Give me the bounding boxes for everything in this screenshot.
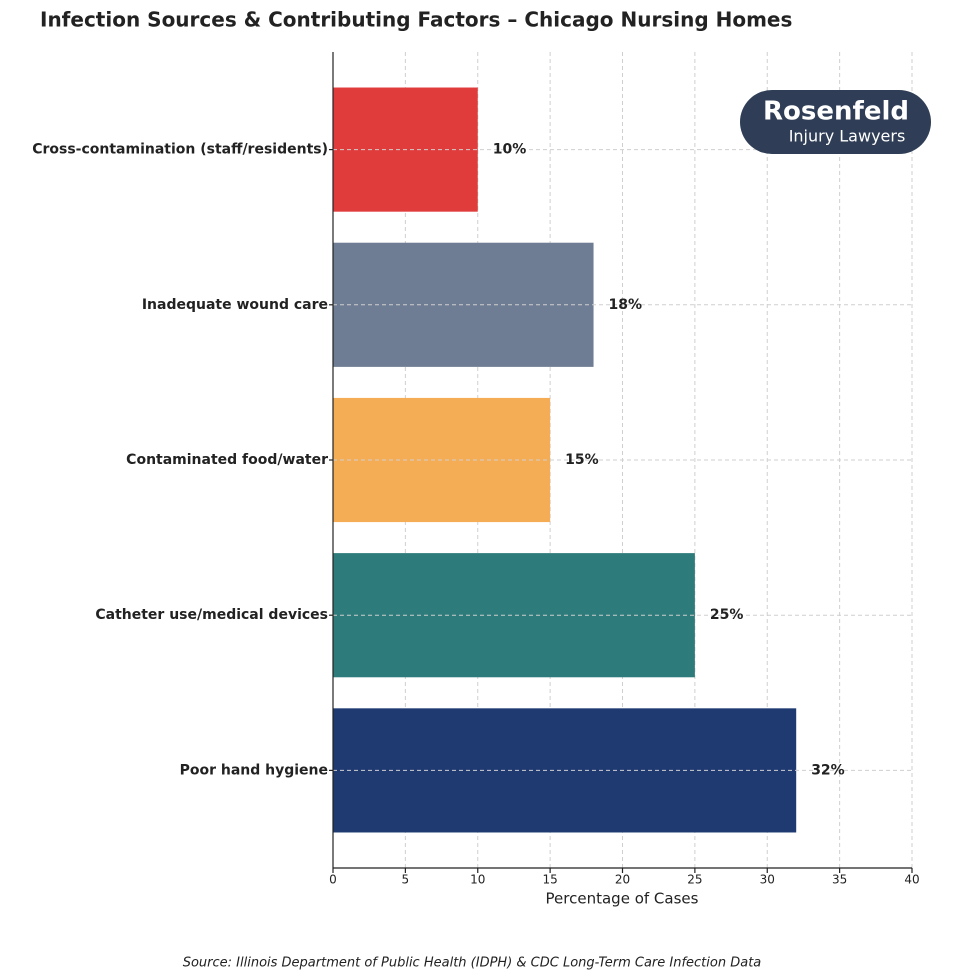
x-tick-label: 40 <box>904 873 919 887</box>
value-label: 18% <box>609 297 643 313</box>
y-tick-label: Contaminated food/water <box>126 452 328 468</box>
x-tick-label: 15 <box>542 873 557 887</box>
logo-tagline: Injury Lawyers <box>789 127 906 146</box>
logo: Rosenfeld Injury Lawyers <box>740 90 931 154</box>
source-note: Source: Illinois Department of Public He… <box>183 956 762 971</box>
x-tick-label: 10 <box>470 873 485 887</box>
bar <box>333 553 695 678</box>
chart-title: Infection Sources & Contributing Factors… <box>40 8 792 32</box>
value-label: 25% <box>710 607 744 623</box>
x-axis-label: Percentage of Cases <box>546 890 699 908</box>
value-label: 10% <box>493 142 527 158</box>
logo-badge <box>740 90 931 154</box>
plot-area: 0 5 10 15 20 25 30 35 40 10% Cross-contamination (… <box>32 52 920 887</box>
x-tick-label: 25 <box>687 873 702 887</box>
bar <box>333 242 594 367</box>
y-tick-label: Poor hand hygiene <box>180 762 328 778</box>
value-label: 32% <box>811 762 845 778</box>
y-tick-label: Catheter use/medical devices <box>95 607 328 623</box>
logo-name: Rosenfeld <box>763 97 909 127</box>
y-tick-label: Cross-contamination (staff/residents) <box>32 142 328 158</box>
value-label: 15% <box>565 452 599 468</box>
x-tick-label: 5 <box>402 873 410 887</box>
x-tick-label: 35 <box>832 873 847 887</box>
y-tick-label: Inadequate wound care <box>142 297 328 313</box>
x-tick-label: 20 <box>615 873 630 887</box>
x-tick-label: 30 <box>760 873 775 887</box>
x-tick-label: 0 <box>329 873 337 887</box>
